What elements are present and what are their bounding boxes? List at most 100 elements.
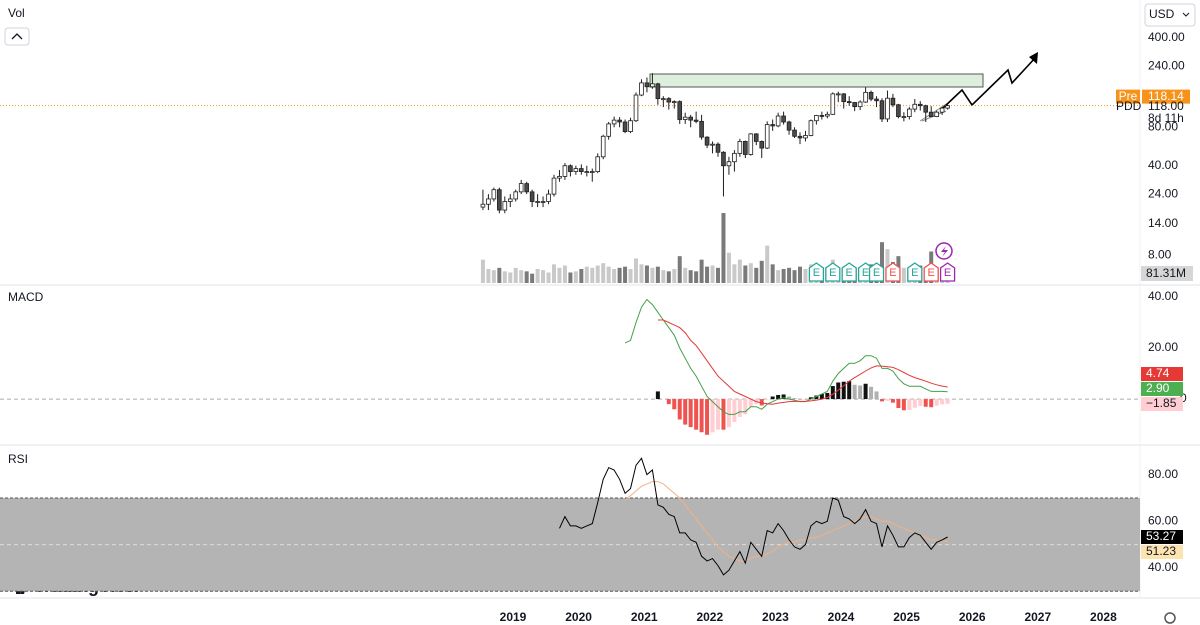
rsi-title: RSI xyxy=(8,452,28,466)
volume-bar xyxy=(502,271,507,283)
y-tick-label: 14.00 xyxy=(1148,216,1178,230)
volume-bar xyxy=(508,272,513,283)
candle-body xyxy=(830,93,836,115)
volume-bar xyxy=(737,259,742,283)
histogram-bar xyxy=(880,399,884,402)
candle-body xyxy=(518,183,524,193)
candle-body xyxy=(726,161,732,167)
volume-bar xyxy=(606,266,611,283)
volume-bar xyxy=(792,270,797,283)
histogram-bar xyxy=(890,399,895,403)
volume-bar xyxy=(770,264,775,283)
candle-body xyxy=(557,176,562,179)
candle-body xyxy=(606,123,611,137)
currency-button[interactable] xyxy=(1144,3,1196,27)
earnings-icon xyxy=(939,262,956,282)
histogram-bar xyxy=(896,399,901,408)
macd-title: MACD xyxy=(8,290,44,304)
gear[interactable] xyxy=(1164,612,1176,624)
candle-body xyxy=(617,119,622,123)
histogram-bar xyxy=(858,385,863,400)
earnings-icon xyxy=(885,262,901,282)
volume-bar xyxy=(672,269,677,283)
volume-bar xyxy=(661,270,666,283)
histogram-bar xyxy=(907,399,912,411)
x-tick-label: 2025 xyxy=(893,610,920,624)
candle-body xyxy=(535,201,540,203)
volume-bar xyxy=(601,263,606,283)
candle-body xyxy=(633,94,639,122)
histogram-bar xyxy=(787,396,792,400)
earnings-icon xyxy=(825,262,841,282)
settings-icon[interactable] xyxy=(1164,612,1176,624)
y-tick-label: 40.00 xyxy=(1148,289,1178,303)
histogram-bar xyxy=(672,399,677,410)
rsi-tag: 53.27 xyxy=(1146,529,1176,543)
candle-body xyxy=(885,97,890,120)
volume-bar xyxy=(497,267,502,283)
candle-body xyxy=(540,201,546,203)
volume-bar xyxy=(513,267,518,283)
collapse-button[interactable] xyxy=(4,27,30,46)
volume-bar xyxy=(721,213,726,283)
volume-bar xyxy=(530,273,535,283)
volume-bar xyxy=(694,271,699,283)
candle-body xyxy=(644,82,650,88)
histogram-bar xyxy=(923,399,928,407)
histogram-bar xyxy=(885,399,890,401)
histogram-bar xyxy=(781,394,786,400)
histogram-bar xyxy=(726,399,731,428)
histogram-bar xyxy=(792,398,797,400)
y-tick-label: 60.00 xyxy=(1148,513,1178,527)
candle-body xyxy=(819,115,825,117)
volume-bar xyxy=(612,269,617,283)
volume-bar xyxy=(688,270,693,283)
histogram-bar xyxy=(945,399,950,404)
candle-body xyxy=(666,98,672,103)
histogram-bar xyxy=(830,386,835,400)
volume-bar xyxy=(541,270,546,283)
candle-body xyxy=(704,136,710,146)
macd-tag-bg xyxy=(1141,382,1183,396)
pre-tag-bg xyxy=(1142,89,1190,104)
volume-bar xyxy=(644,265,649,283)
macd-tag-bg xyxy=(1141,397,1183,411)
volume-bar xyxy=(535,269,540,283)
candle-body xyxy=(699,120,704,138)
histogram-bar xyxy=(666,399,671,405)
arrow-head xyxy=(1029,52,1038,64)
candle-body xyxy=(825,113,830,117)
candle-body xyxy=(693,119,699,122)
histogram-bar xyxy=(940,399,945,405)
volume-bar xyxy=(880,242,884,283)
candle-body xyxy=(923,105,929,113)
candle-body xyxy=(890,97,896,106)
volume-bar xyxy=(798,266,802,283)
earnings-label: E xyxy=(928,267,935,279)
rsi-tag-bg xyxy=(1141,530,1183,544)
earnings-label: E xyxy=(862,267,869,279)
candle-body xyxy=(852,102,857,108)
histogram-bar xyxy=(869,386,874,400)
x-tick-label: 2027 xyxy=(1024,610,1051,624)
candle-body xyxy=(688,116,693,121)
earnings-label: E xyxy=(873,267,880,279)
countdown: 8d 11h xyxy=(1148,111,1184,125)
earnings-label: E xyxy=(944,267,951,279)
collapse-icon xyxy=(11,33,23,40)
histogram-bar xyxy=(901,399,906,411)
histogram-bar xyxy=(836,382,841,400)
volume-bar xyxy=(595,265,600,283)
candle-body xyxy=(682,116,688,120)
candle-body xyxy=(863,91,868,103)
pre-tag-label-bg xyxy=(1116,89,1140,104)
macd-tag: −1.85 xyxy=(1146,396,1177,410)
candle-body xyxy=(650,83,655,88)
candle-body xyxy=(710,143,715,146)
candle-body xyxy=(945,105,950,109)
candle-body xyxy=(912,103,918,110)
candle-body xyxy=(513,191,519,200)
volume-bar xyxy=(716,267,720,283)
earnings-label: E xyxy=(829,267,836,279)
histogram-bar xyxy=(770,396,775,400)
